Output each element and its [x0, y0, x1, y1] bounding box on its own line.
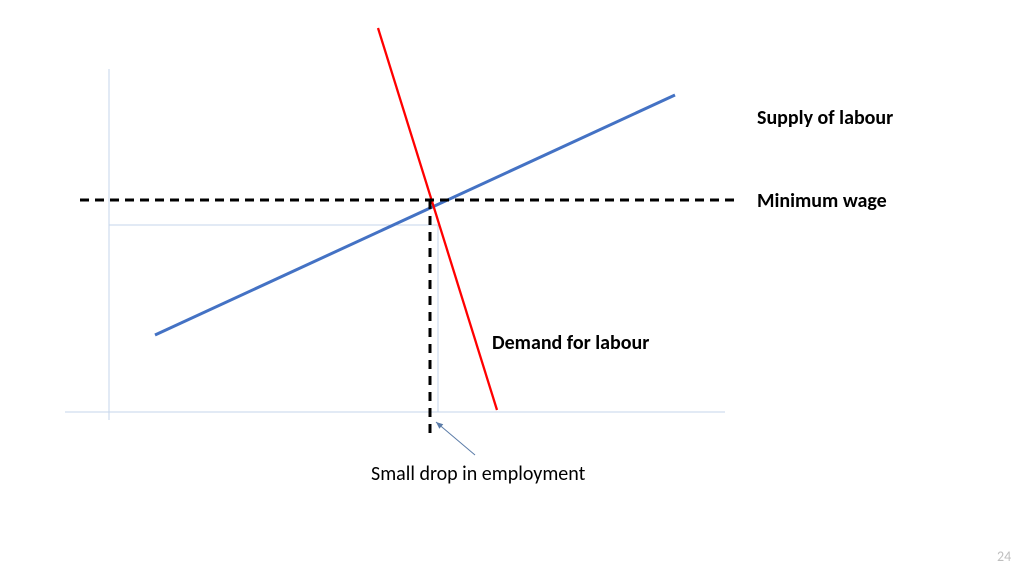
min-wage-label: Minimum wage: [757, 189, 887, 213]
demand-label: Demand for labour: [492, 331, 649, 355]
supply-line: [155, 95, 675, 335]
page-number: 24: [997, 548, 1011, 565]
drop-arrow: [436, 422, 475, 455]
supply-label: Supply of labour: [757, 106, 893, 130]
econ-chart: [0, 0, 1024, 576]
drop-label: Small drop in employment: [371, 462, 585, 486]
